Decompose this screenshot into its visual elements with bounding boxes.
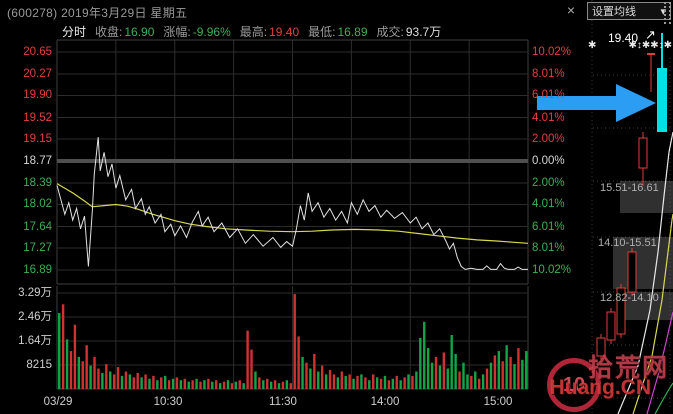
low-label: 最低: — [308, 25, 336, 39]
time-axis-label: 11:30 — [269, 396, 297, 408]
pct-axis-label: 4.01% — [532, 111, 565, 124]
kline-marker-row: ✱ ✱↕✱✱↕✱ — [588, 40, 672, 51]
high-label: 最高: — [239, 25, 268, 39]
pct-axis-label: 2.00% — [532, 132, 565, 145]
star-cluster-icon: ✱↕✱✱↕✱ — [628, 40, 672, 51]
price-axis-label: 16.89 — [23, 264, 52, 276]
change-label: 涨幅: — [163, 25, 191, 39]
price-axis-label: 17.64 — [23, 220, 52, 233]
pct-axis-label: 6.01% — [532, 89, 565, 102]
zone-range-label: 12.82-14.10 — [600, 292, 659, 304]
volume-axis-label: 2.46万 — [18, 311, 52, 323]
zone-range-label: 15.51-16.61 — [600, 182, 659, 194]
time-axis-label: 10:30 — [153, 396, 183, 408]
intraday-chart-region[interactable] — [57, 40, 528, 390]
turnover-value: 93.7万 — [405, 25, 442, 39]
close-icon[interactable]: × — [566, 2, 576, 18]
close-label: 收盘: — [95, 25, 123, 39]
pct-axis-label: 0.00% — [532, 155, 565, 167]
tab-intraday[interactable]: 分时 — [62, 25, 87, 39]
ma-settings-button[interactable]: 设置均线 ▾ — [587, 2, 671, 20]
price-axis-label: 18.39 — [23, 177, 52, 190]
time-axis-label: 03/29 — [43, 396, 73, 408]
pct-axis-label: 8.01% — [532, 241, 565, 254]
volume-axis-label: 1.64万 — [18, 335, 52, 347]
low-value: 16.89 — [337, 24, 368, 39]
scrollbar-grip[interactable] — [664, 2, 671, 24]
pct-axis-label: 6.01% — [532, 220, 565, 233]
ma-settings-label: 设置均线 — [592, 6, 636, 18]
star-icon: ✱ — [588, 40, 597, 51]
price-axis-label: 20.65 — [23, 46, 52, 58]
price-axis-label: 19.15 — [23, 132, 52, 145]
time-axis-label: 15:00 — [483, 396, 513, 408]
price-axis-label: 18.77 — [23, 155, 52, 167]
pct-axis-label: 4.01% — [532, 198, 565, 211]
kline-high-price-label: 19.40 — [608, 31, 639, 45]
arrow-up-right-icon: ↗ — [645, 27, 656, 42]
volume-axis-label: 8215 — [26, 359, 52, 371]
price-axis-label: 19.90 — [23, 89, 52, 102]
price-axis-label: 19.52 — [23, 111, 52, 124]
quote-stats-bar: 分时 收盘: 16.90 涨幅: -9.96% 最高: 19.40 最低: 16… — [62, 24, 442, 40]
pct-axis-label: 8.01% — [532, 68, 565, 81]
high-value: 19.40 — [269, 24, 300, 39]
pct-axis-label: 10.02% — [532, 46, 572, 58]
turnover-label: 成交: — [376, 25, 404, 39]
close-value: 16.90 — [124, 24, 155, 39]
change-value: -9.96% — [192, 24, 231, 39]
pct-axis-label: 2.00% — [532, 177, 565, 190]
pct-axis-label: 10.02% — [532, 264, 572, 276]
time-axis-label: 14:00 — [370, 396, 400, 408]
chevron-down-icon: ▾ — [660, 5, 666, 18]
price-axis-label: 20.27 — [23, 68, 52, 81]
volume-axis-label: 3.29万 — [18, 287, 52, 299]
kline-panel-region[interactable] — [592, 28, 673, 414]
price-axis-label: 17.27 — [23, 241, 52, 254]
price-axis-label: 18.02 — [23, 198, 52, 211]
window-title: (600278) 2019年3月29日 星期五 — [7, 6, 188, 20]
zone-range-label: 14.10-15.51 — [598, 237, 657, 249]
